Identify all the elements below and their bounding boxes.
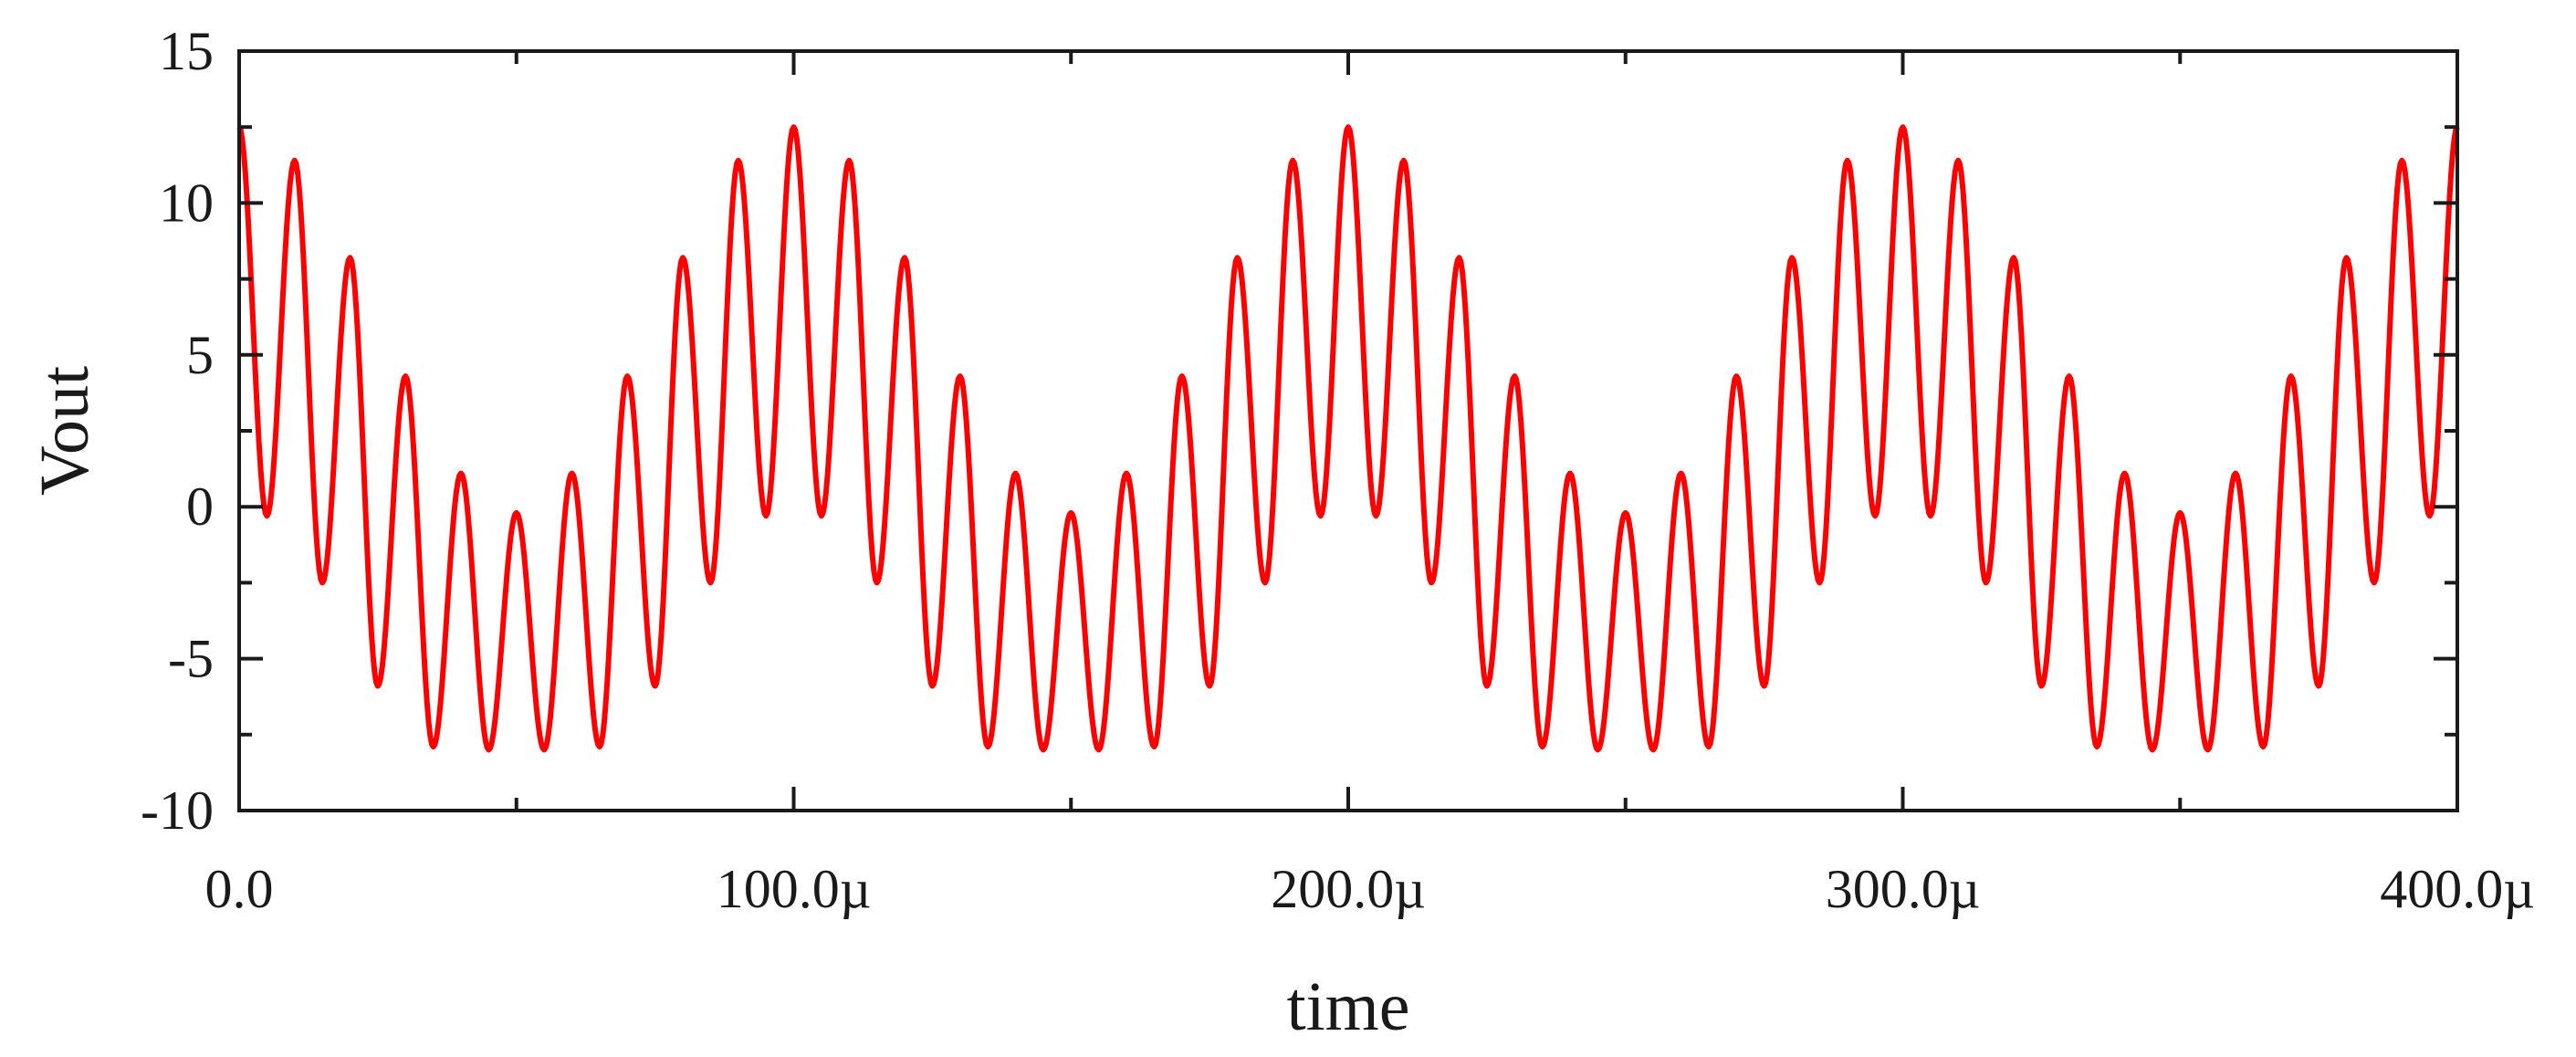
- x-tick-label: 100.0µ: [717, 859, 872, 919]
- y-tick-label: -10: [141, 780, 214, 841]
- series-line-0: [236, 124, 2460, 753]
- x-axis-title: time: [1286, 968, 1409, 1045]
- y-tick-label: 15: [159, 21, 214, 81]
- y-tick-label: 0: [186, 476, 214, 537]
- plot-frame: [237, 49, 2459, 812]
- plot-layer: [236, 124, 2460, 753]
- x-tick-label: 400.0µ: [2380, 859, 2535, 919]
- y-tick-label: 5: [186, 325, 214, 385]
- ticks-layer: 0.0 100.0µ 200.0µ 300.0µ 400.0µ -10 -5 0 5 10 15: [141, 21, 2535, 919]
- y-tick-label: -5: [168, 629, 214, 689]
- y-axis-title: Vout: [26, 366, 103, 496]
- x-tick-label: 200.0µ: [1271, 859, 1426, 919]
- x-tick-label: 0.0: [205, 859, 274, 919]
- y-tick-label: 10: [159, 173, 214, 233]
- x-tick-label: 300.0µ: [1826, 859, 1981, 919]
